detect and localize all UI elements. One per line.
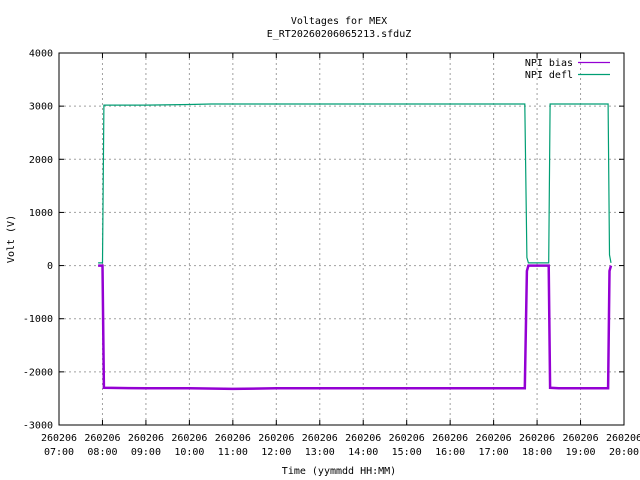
x-tick-time-label: 09:00 bbox=[131, 447, 161, 458]
x-tick-time-label: 14:00 bbox=[348, 447, 378, 458]
x-tick-time-label: 15:00 bbox=[392, 447, 422, 458]
series-lines bbox=[98, 103, 613, 391]
y-tick-label: -2000 bbox=[23, 367, 53, 378]
x-tick-time-label: 20:00 bbox=[609, 447, 639, 458]
x-tick-date-label: 260206 bbox=[302, 433, 338, 444]
x-tick-date-label: 260206 bbox=[128, 433, 164, 444]
x-tick-time-label: 13:00 bbox=[305, 447, 335, 458]
y-tick-label: -1000 bbox=[23, 314, 53, 325]
plot-frame bbox=[58, 52, 625, 426]
chart-subtitle: E_RT20260206065213.sfduZ bbox=[267, 29, 412, 40]
x-tick-time-label: 12:00 bbox=[261, 447, 291, 458]
x-tick-date-label: 260206 bbox=[476, 433, 512, 444]
x-tick-time-label: 08:00 bbox=[87, 447, 117, 458]
x-axis-ticks: 260206 07:00 260206 08:00 260206 09:00 260206 1… bbox=[41, 53, 640, 458]
y-tick-label: 3000 bbox=[29, 102, 53, 113]
legend-label-npi-bias: NPI bias bbox=[525, 58, 573, 69]
y-axis-ticks: -3000 -2000 -1000 0 1000 2000 3000 4000 bbox=[23, 49, 624, 432]
x-tick-time-label: 17:00 bbox=[479, 447, 509, 458]
y-tick-label: 1000 bbox=[29, 208, 53, 219]
y-axis-label: Volt (V) bbox=[6, 215, 17, 263]
x-tick-time-label: 18:00 bbox=[522, 447, 552, 458]
x-tick-date-label: 260206 bbox=[171, 433, 207, 444]
y-tick-label: -3000 bbox=[23, 421, 53, 432]
x-tick-date-label: 260206 bbox=[345, 433, 381, 444]
x-tick-time-label: 07:00 bbox=[44, 447, 74, 458]
y-tick-label: 2000 bbox=[29, 155, 53, 166]
chart-title: Voltages for MEX bbox=[291, 16, 387, 27]
x-tick-date-label: 260206 bbox=[258, 433, 294, 444]
grid-lines bbox=[59, 53, 624, 425]
x-tick-time-label: 11:00 bbox=[218, 447, 248, 458]
series-line-npi-bias bbox=[98, 264, 613, 391]
x-tick-time-label: 10:00 bbox=[174, 447, 204, 458]
series-line-npi-defl bbox=[98, 103, 612, 264]
x-tick-date-label: 260206 bbox=[41, 433, 77, 444]
x-axis-label: Time (yymmdd HH:MM) bbox=[282, 466, 396, 477]
x-tick-date-label: 260206 bbox=[215, 433, 251, 444]
legend-label-npi-defl: NPI defl bbox=[525, 70, 573, 81]
x-tick-date-label: 260206 bbox=[606, 433, 640, 444]
y-tick-label: 0 bbox=[47, 261, 53, 272]
x-tick-time-label: 16:00 bbox=[435, 447, 465, 458]
x-tick-date-label: 260206 bbox=[432, 433, 468, 444]
x-tick-date-label: 260206 bbox=[389, 433, 425, 444]
x-tick-date-label: 260206 bbox=[84, 433, 120, 444]
x-tick-time-label: 19:00 bbox=[565, 447, 595, 458]
x-tick-date-label: 260206 bbox=[519, 433, 555, 444]
y-tick-label: 4000 bbox=[29, 49, 53, 60]
x-tick-date-label: 260206 bbox=[562, 433, 598, 444]
